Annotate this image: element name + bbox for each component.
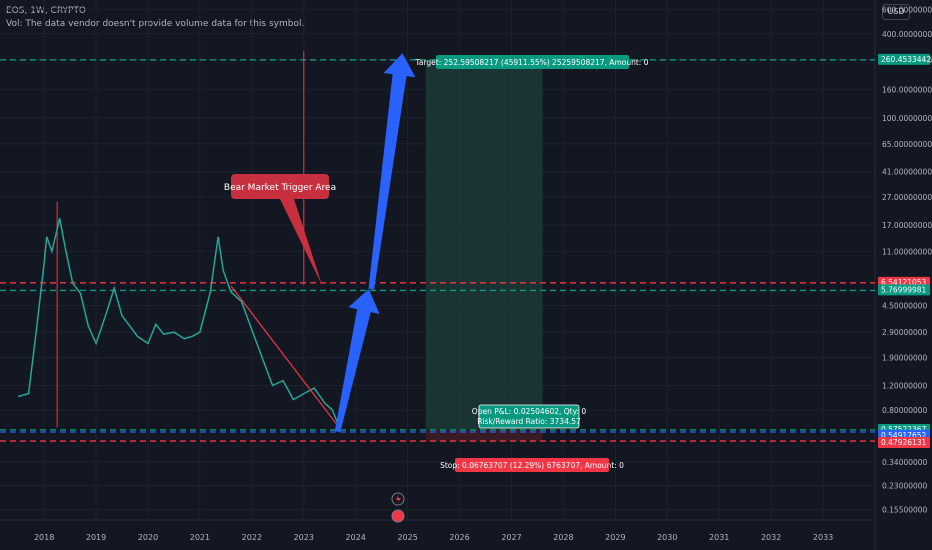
y-tick-label: 0.34000000: [882, 458, 928, 467]
price-label-stop: 0.47926131: [881, 438, 927, 447]
forecast-arrow-2: [368, 53, 416, 290]
y-tick-label: 65.00000000: [882, 140, 932, 149]
x-tick-label: 2022: [242, 533, 262, 542]
x-tick-label: 2019: [86, 533, 106, 542]
y-tick-label: 600.00000000: [882, 5, 932, 14]
x-tick-label: 2024: [346, 533, 366, 542]
price-label-entry: 5.76999981: [881, 285, 927, 294]
y-tick-label: 0.15500000: [882, 505, 928, 514]
x-tick-label: 2031: [709, 533, 729, 542]
target-label-box: [436, 55, 629, 69]
x-tick-label: 2033: [813, 533, 833, 542]
x-tick-label: 2021: [190, 533, 210, 542]
loss-zone: [425, 429, 543, 442]
price-label-box-stop: [878, 437, 930, 449]
x-tick-label: 2018: [34, 533, 54, 542]
price-label-support: 0.54917652: [881, 431, 927, 440]
forecast-arrow-1: [334, 289, 380, 433]
y-tick-label: 17.00000000: [882, 221, 932, 230]
price-label-target: 260.45334422: [881, 55, 932, 64]
pnl-box: [478, 404, 580, 429]
bear-trendline: [230, 285, 339, 426]
price-label-current: 0.57522367: [881, 425, 927, 434]
y-tick-label: 4.50000000: [882, 301, 928, 310]
open-pnl-label: Open P&L: 0.02504602, Qty: 0: [472, 407, 587, 416]
y-tick-label: 0.23000000: [882, 481, 928, 490]
currency-button[interactable]: USD: [882, 4, 910, 20]
callout-label: Bear Market Trigger Area: [224, 183, 336, 193]
x-tick-label: 2026: [449, 533, 469, 542]
x-tick-label: 2025: [397, 533, 417, 542]
y-tick-label: 0.80000000: [882, 406, 928, 415]
y-tick-label: 1.20000000: [882, 381, 928, 390]
x-tick-label: 2020: [138, 533, 158, 542]
x-tick-label: 2032: [761, 533, 781, 542]
y-tick-label: 160.00000000: [882, 85, 932, 94]
y-tick-label: 100.00000000: [882, 114, 932, 123]
x-tick-label: 2029: [605, 533, 625, 542]
x-tick-label: 2027: [501, 533, 521, 542]
profit-zone: [425, 59, 543, 430]
callout-box: [231, 174, 329, 199]
y-tick-label: 11.00000000: [882, 247, 932, 256]
price-label-resistance: 6.54121053: [881, 278, 927, 287]
stop-label: Stop: 0.06763707 (12.29%) 6763707, Amoun…: [440, 461, 624, 470]
y-tick-label: 1.90000000: [882, 354, 928, 363]
flash-glyph-icon: [396, 494, 401, 504]
price-label-box-target: [878, 53, 930, 65]
price-label-box-entry: [878, 284, 930, 296]
x-tick-label: 2023: [294, 533, 314, 542]
risk-reward-label: Risk/Reward Ratio: 3734.57: [477, 417, 581, 426]
flag-event-icon: [391, 509, 405, 523]
price-series: [17, 218, 339, 423]
y-tick-label: 400.00000000: [882, 30, 932, 39]
stop-label-box: [455, 458, 609, 472]
x-tick-label: 2030: [657, 533, 677, 542]
y-tick-label: 2.90000000: [882, 328, 928, 337]
volume-notice: Vol: The data vendor doesn't provide vol…: [6, 19, 305, 29]
x-tick-label: 2028: [553, 533, 573, 542]
y-tick-label: 27.00000000: [882, 193, 932, 202]
y-tick-label: 41.00000000: [882, 168, 932, 177]
symbol-title[interactable]: EOS, 1W, CRYPTO: [6, 6, 87, 16]
target-label: Target: 252.59508217 (45911.55%) 2525950…: [415, 58, 649, 67]
callout-pointer: [280, 199, 322, 285]
